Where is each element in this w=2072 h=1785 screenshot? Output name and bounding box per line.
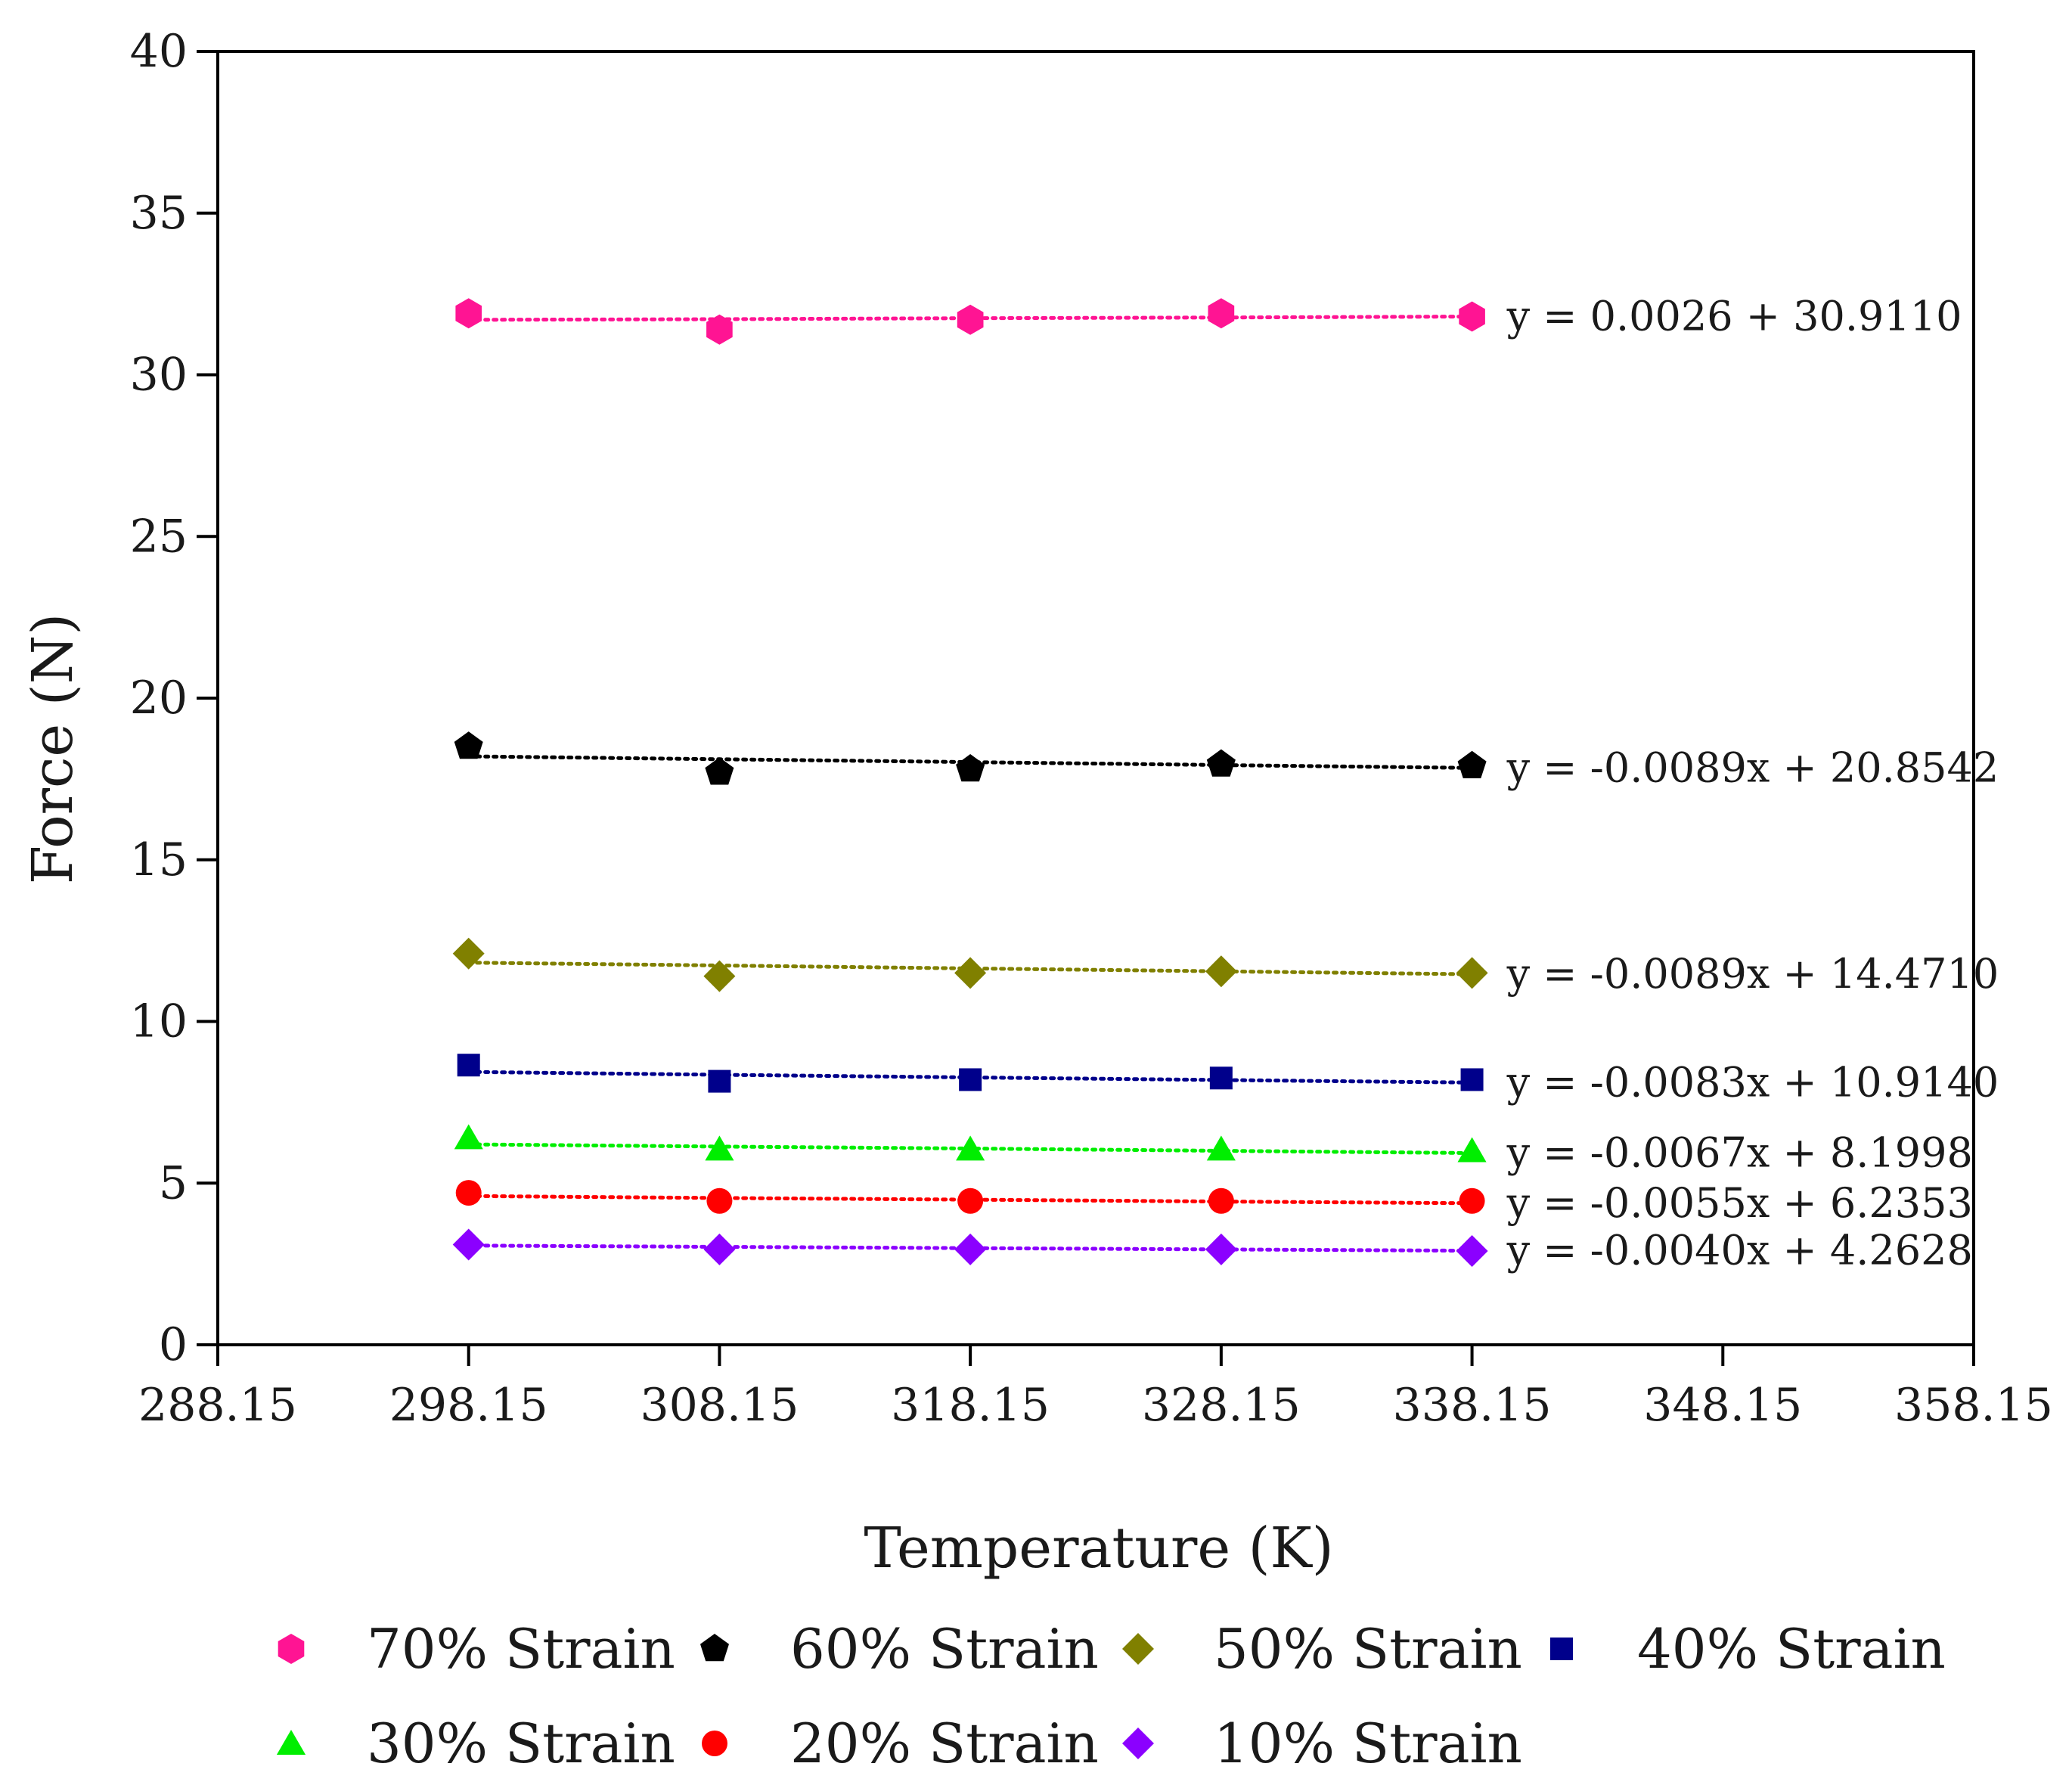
marker-20-strain <box>706 1187 733 1214</box>
marker-40-strain <box>959 1068 982 1091</box>
x-tick-label: 358.15 <box>1894 1379 2053 1432</box>
marker-20-strain <box>1459 1187 1485 1214</box>
legend-label-10-strain: 10% Strain <box>1214 1712 1522 1775</box>
data-markers <box>452 298 1488 1267</box>
marker-10-strain <box>1205 1233 1237 1265</box>
marker-20-strain <box>957 1187 984 1214</box>
legend-label-60-strain: 60% Strain <box>790 1617 1099 1681</box>
y-tick-label: 40 <box>130 25 188 78</box>
marker-70-strain <box>455 298 482 329</box>
marker-10-strain <box>452 1228 485 1261</box>
equation-10-strain: y = -0.0040x + 4.2628 <box>1506 1227 1973 1274</box>
y-axis: 0 5 10 15 20 25 30 35 40 <box>130 25 218 1371</box>
trend-equations: y = 0.0026 + 30.9110 y = -0.0089x + 20.85… <box>1506 293 1999 1274</box>
marker-30-strain <box>454 1124 483 1150</box>
x-tick-label: 338.15 <box>1393 1379 1552 1432</box>
y-axis-title: Force (N) <box>20 613 85 884</box>
equation-50-strain: y = -0.0089x + 14.4710 <box>1506 950 1999 998</box>
marker-70-strain <box>706 314 733 345</box>
x-tick-label: 298.15 <box>389 1379 548 1432</box>
marker-60-strain <box>1206 749 1236 777</box>
x-tick-label: 328.15 <box>1142 1379 1301 1432</box>
y-tick-label: 15 <box>130 834 188 886</box>
x-tick-label: 308.15 <box>640 1379 799 1432</box>
x-tick-label: 318.15 <box>891 1379 1050 1432</box>
legend-label-40-strain: 40% Strain <box>1637 1617 1946 1681</box>
marker-10-strain <box>703 1233 736 1265</box>
y-tick-label: 25 <box>130 510 188 563</box>
legend-marker-10-strain <box>1122 1728 1154 1759</box>
equation-60-strain: y = -0.0089x + 20.8542 <box>1506 743 1999 791</box>
marker-50-strain <box>703 960 736 992</box>
marker-40-strain <box>457 1054 480 1077</box>
marker-50-strain <box>1456 957 1488 989</box>
y-tick-label: 35 <box>130 187 188 240</box>
marker-40-strain <box>1460 1068 1484 1091</box>
marker-50-strain <box>452 937 485 970</box>
marker-30-strain <box>1457 1137 1487 1163</box>
y-tick-label: 0 <box>159 1318 188 1371</box>
marker-20-strain <box>1208 1187 1234 1214</box>
marker-50-strain <box>1205 955 1237 988</box>
legend-marker-20-strain <box>702 1731 727 1756</box>
y-tick-label: 30 <box>130 349 188 402</box>
marker-20-strain <box>455 1180 482 1206</box>
legend-marker-30-strain <box>276 1730 306 1755</box>
x-tick-label: 348.15 <box>1643 1379 1802 1432</box>
equation-40-strain: y = -0.0083x + 10.9140 <box>1506 1058 1999 1106</box>
marker-10-strain <box>1456 1235 1488 1267</box>
x-axis-title: Temperature (K) <box>864 1516 1333 1581</box>
marker-40-strain <box>1209 1066 1233 1090</box>
marker-60-strain <box>1457 750 1487 778</box>
marker-50-strain <box>954 957 987 989</box>
marker-30-strain <box>1206 1135 1236 1161</box>
x-axis: 288.15 298.15 308.15 318.15 328.15 338.15 348.… <box>138 1345 2053 1432</box>
legend-marker-70-strain <box>278 1634 305 1664</box>
marker-10-strain <box>954 1233 987 1265</box>
marker-70-strain <box>1459 301 1485 332</box>
marker-60-strain <box>454 731 483 759</box>
marker-30-strain <box>705 1135 734 1161</box>
legend-label-70-strain: 70% Strain <box>367 1617 675 1681</box>
marker-40-strain <box>708 1069 731 1093</box>
y-tick-label: 10 <box>130 995 188 1048</box>
equation-20-strain: y = -0.0055x + 6.2353 <box>1506 1179 1973 1227</box>
marker-70-strain <box>1208 298 1235 329</box>
marker-70-strain <box>957 304 984 335</box>
legend-marker-40-strain <box>1550 1638 1573 1660</box>
y-tick-label: 5 <box>159 1156 188 1209</box>
x-tick-label: 288.15 <box>138 1379 297 1432</box>
marker-60-strain <box>956 754 985 782</box>
legend-marker-60-strain <box>700 1634 729 1662</box>
y-tick-label: 20 <box>130 672 188 725</box>
legend-marker-50-strain <box>1122 1633 1154 1665</box>
marker-60-strain <box>705 757 734 785</box>
legend-label-20-strain: 20% Strain <box>790 1712 1099 1775</box>
equation-70-strain: y = 0.0026 + 30.9110 <box>1506 293 1962 340</box>
legend-label-30-strain: 30% Strain <box>367 1712 675 1775</box>
legend-label-50-strain: 50% Strain <box>1214 1617 1522 1681</box>
legend: 70% Strain 60% Strain 50% Strain 40% Strain… <box>276 1617 1946 1775</box>
equation-30-strain: y = -0.0067x + 8.1998 <box>1506 1128 1973 1176</box>
marker-30-strain <box>956 1135 985 1161</box>
